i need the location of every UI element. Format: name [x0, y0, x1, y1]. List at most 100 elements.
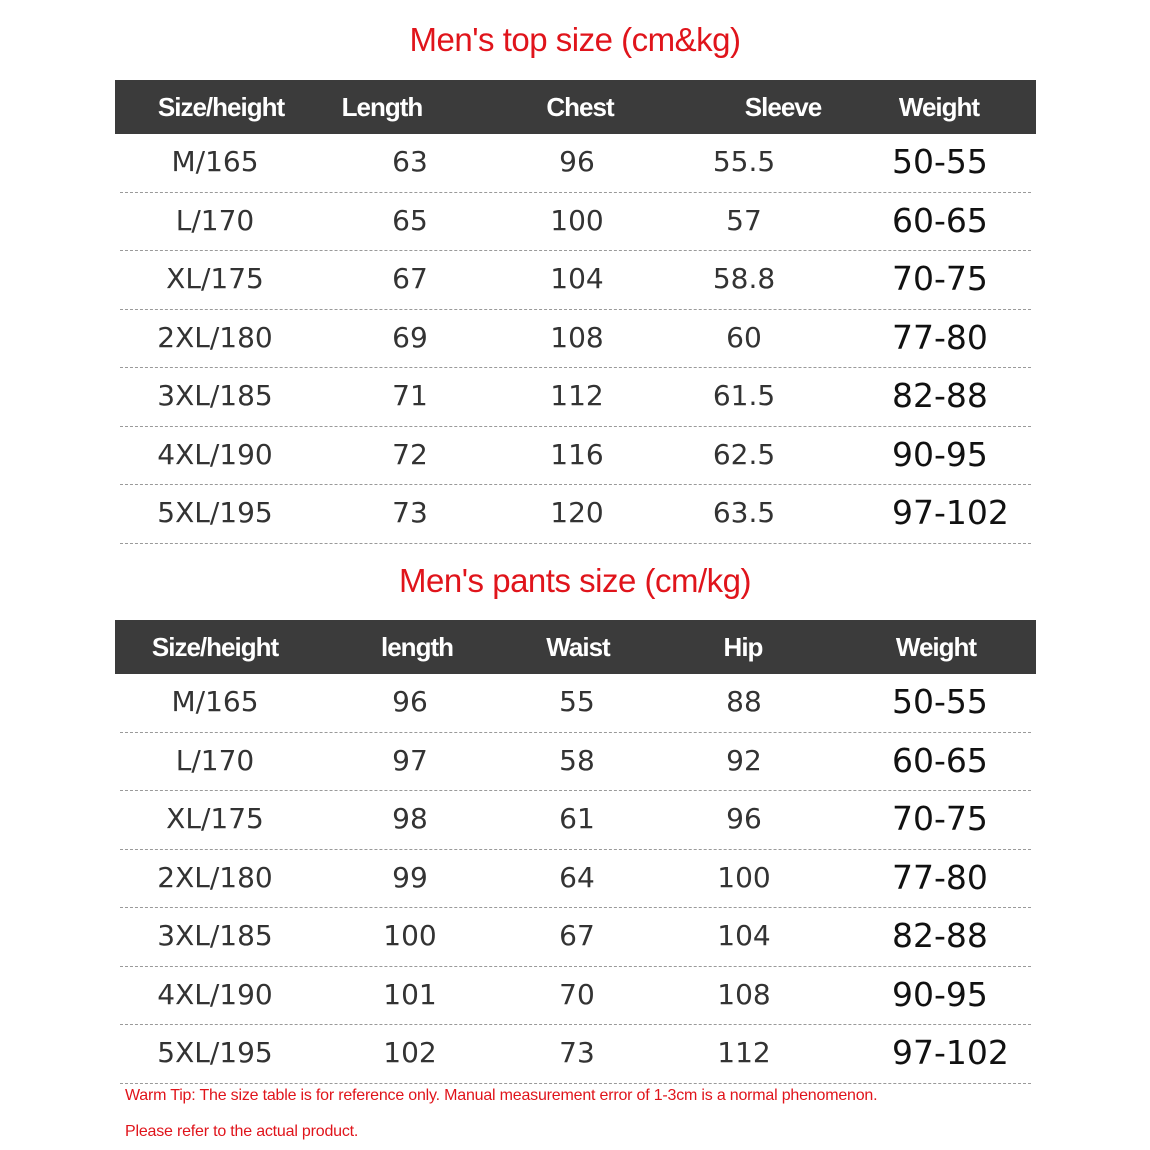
cell-weight: 90-95 — [892, 434, 988, 474]
table-row: 5XL/195 73 120 63.5 97-102 — [120, 485, 1031, 544]
cell-3: 62.5 — [712, 437, 776, 471]
cell-weight: 70-75 — [892, 799, 988, 838]
cell-3: 96 — [726, 802, 762, 835]
cell-size-height: M/165 — [171, 145, 259, 178]
header-size-height: Size/height — [157, 92, 285, 122]
cell-2: 116 — [550, 437, 604, 471]
cell-size-height: 2XL/180 — [157, 860, 273, 894]
table-row: M/165 63 96 55.5 50-55 — [120, 134, 1031, 193]
cell-weight: 50-55 — [892, 142, 988, 181]
header-chest: Chest — [546, 92, 614, 122]
cell-weight: 77-80 — [892, 857, 988, 897]
cell-2: 120 — [550, 496, 604, 529]
cell-weight: 77-80 — [892, 317, 988, 357]
header-waist: Waist — [546, 632, 610, 662]
cell-3: 112 — [717, 1036, 771, 1069]
cell-length: 65 — [392, 203, 428, 237]
cell-length: 67 — [392, 262, 428, 295]
cell-2: 112 — [550, 379, 604, 412]
cell-size-height: 4XL/190 — [157, 977, 273, 1011]
header-size-height: Size/height — [151, 632, 279, 662]
cell-size-height: L/170 — [175, 743, 255, 777]
top-size-table: Size/height Length Chest Sleeve Weight M… — [115, 80, 1036, 544]
cell-2: 67 — [559, 919, 595, 952]
table-row: 2XL/180 99 64 100 77-80 — [120, 850, 1031, 908]
cell-2: 70 — [559, 977, 595, 1011]
cell-3: 61.5 — [712, 379, 776, 412]
cell-size-height: 3XL/185 — [157, 919, 273, 952]
header-sleeve: Sleeve — [744, 92, 822, 122]
cell-2: 55 — [559, 685, 595, 718]
cell-weight: 60-65 — [892, 200, 988, 240]
cell-3: 100 — [717, 860, 771, 894]
table-row: L/170 65 100 57 60-65 — [120, 193, 1031, 251]
cell-3: 108 — [717, 977, 771, 1011]
cell-size-height: 4XL/190 — [157, 437, 273, 471]
table-row: 4XL/190 101 70 108 90-95 — [120, 967, 1031, 1025]
table-row: 5XL/195 102 73 112 97-102 — [120, 1025, 1031, 1084]
cell-length: 73 — [392, 496, 428, 529]
cell-size-height: XL/175 — [166, 262, 264, 295]
cell-size-height: 2XL/180 — [157, 320, 273, 354]
cell-2: 96 — [559, 145, 595, 178]
header-weight: Weight — [895, 632, 977, 662]
cell-size-height: XL/175 — [166, 802, 264, 835]
table-row: XL/175 67 104 58.8 70-75 — [120, 251, 1031, 310]
top-table-header: Size/height Length Chest Sleeve Weight — [115, 80, 1036, 134]
cell-size-height: L/170 — [175, 203, 255, 237]
cell-3: 58.8 — [712, 262, 776, 295]
header-length: length — [381, 632, 454, 662]
cell-2: 108 — [550, 320, 604, 354]
cell-2: 64 — [559, 860, 595, 894]
pants-table-header: Size/height length Waist Hip Weight — [115, 620, 1036, 674]
table-row: M/165 96 55 88 50-55 — [120, 674, 1031, 733]
cell-3: 104 — [717, 919, 771, 952]
table-row: L/170 97 58 92 60-65 — [120, 733, 1031, 791]
cell-weight: 82-88 — [892, 916, 988, 955]
cell-length: 102 — [383, 1036, 437, 1069]
cell-weight: 97-102 — [892, 1033, 1009, 1072]
cell-length: 101 — [383, 977, 437, 1011]
cell-length: 96 — [392, 685, 428, 718]
table-row: 3XL/185 100 67 104 82-88 — [120, 908, 1031, 967]
warm-tip-line1: Warm Tip: The size table is for referenc… — [125, 1087, 878, 1104]
warm-tip-line2: Please refer to the actual product. — [125, 1123, 359, 1140]
header-length: Length — [341, 92, 424, 122]
cell-length: 63 — [392, 145, 428, 178]
cell-size-height: 5XL/195 — [157, 496, 273, 529]
cell-3: 60 — [726, 320, 762, 354]
cell-2: 100 — [550, 203, 604, 237]
cell-weight: 70-75 — [892, 259, 988, 298]
cell-weight: 50-55 — [892, 682, 988, 721]
cell-length: 72 — [392, 437, 428, 471]
cell-weight: 90-95 — [892, 974, 988, 1014]
cell-3: 92 — [726, 743, 762, 777]
cell-weight: 97-102 — [892, 493, 1009, 532]
cell-length: 97 — [392, 743, 428, 777]
cell-length: 98 — [392, 802, 428, 835]
cell-2: 61 — [559, 802, 595, 835]
cell-length: 100 — [383, 919, 437, 952]
table-row: 4XL/190 72 116 62.5 90-95 — [120, 427, 1031, 485]
cell-length: 71 — [392, 379, 428, 412]
cell-weight: 82-88 — [892, 376, 988, 415]
table-row: 3XL/185 71 112 61.5 82-88 — [120, 368, 1031, 427]
table-row: XL/175 98 61 96 70-75 — [120, 791, 1031, 850]
cell-size-height: M/165 — [171, 685, 259, 718]
pants-size-title: Men's pants size (cm/kg) — [399, 562, 751, 599]
cell-size-height: 5XL/195 — [157, 1036, 273, 1069]
cell-2: 73 — [559, 1036, 595, 1069]
cell-3: 63.5 — [712, 496, 776, 529]
cell-3: 55.5 — [712, 145, 776, 178]
cell-3: 88 — [726, 685, 762, 718]
cell-length: 69 — [392, 320, 428, 354]
header-weight: Weight — [898, 92, 980, 122]
pants-size-table: Size/height length Waist Hip Weight M/16… — [115, 620, 1036, 1084]
cell-2: 104 — [550, 262, 604, 295]
cell-weight: 60-65 — [892, 740, 988, 780]
top-size-title: Men's top size (cm&kg) — [409, 21, 741, 58]
header-hip: Hip — [723, 632, 764, 662]
cell-length: 99 — [392, 860, 428, 894]
cell-3: 57 — [726, 203, 762, 237]
cell-size-height: 3XL/185 — [157, 379, 273, 412]
